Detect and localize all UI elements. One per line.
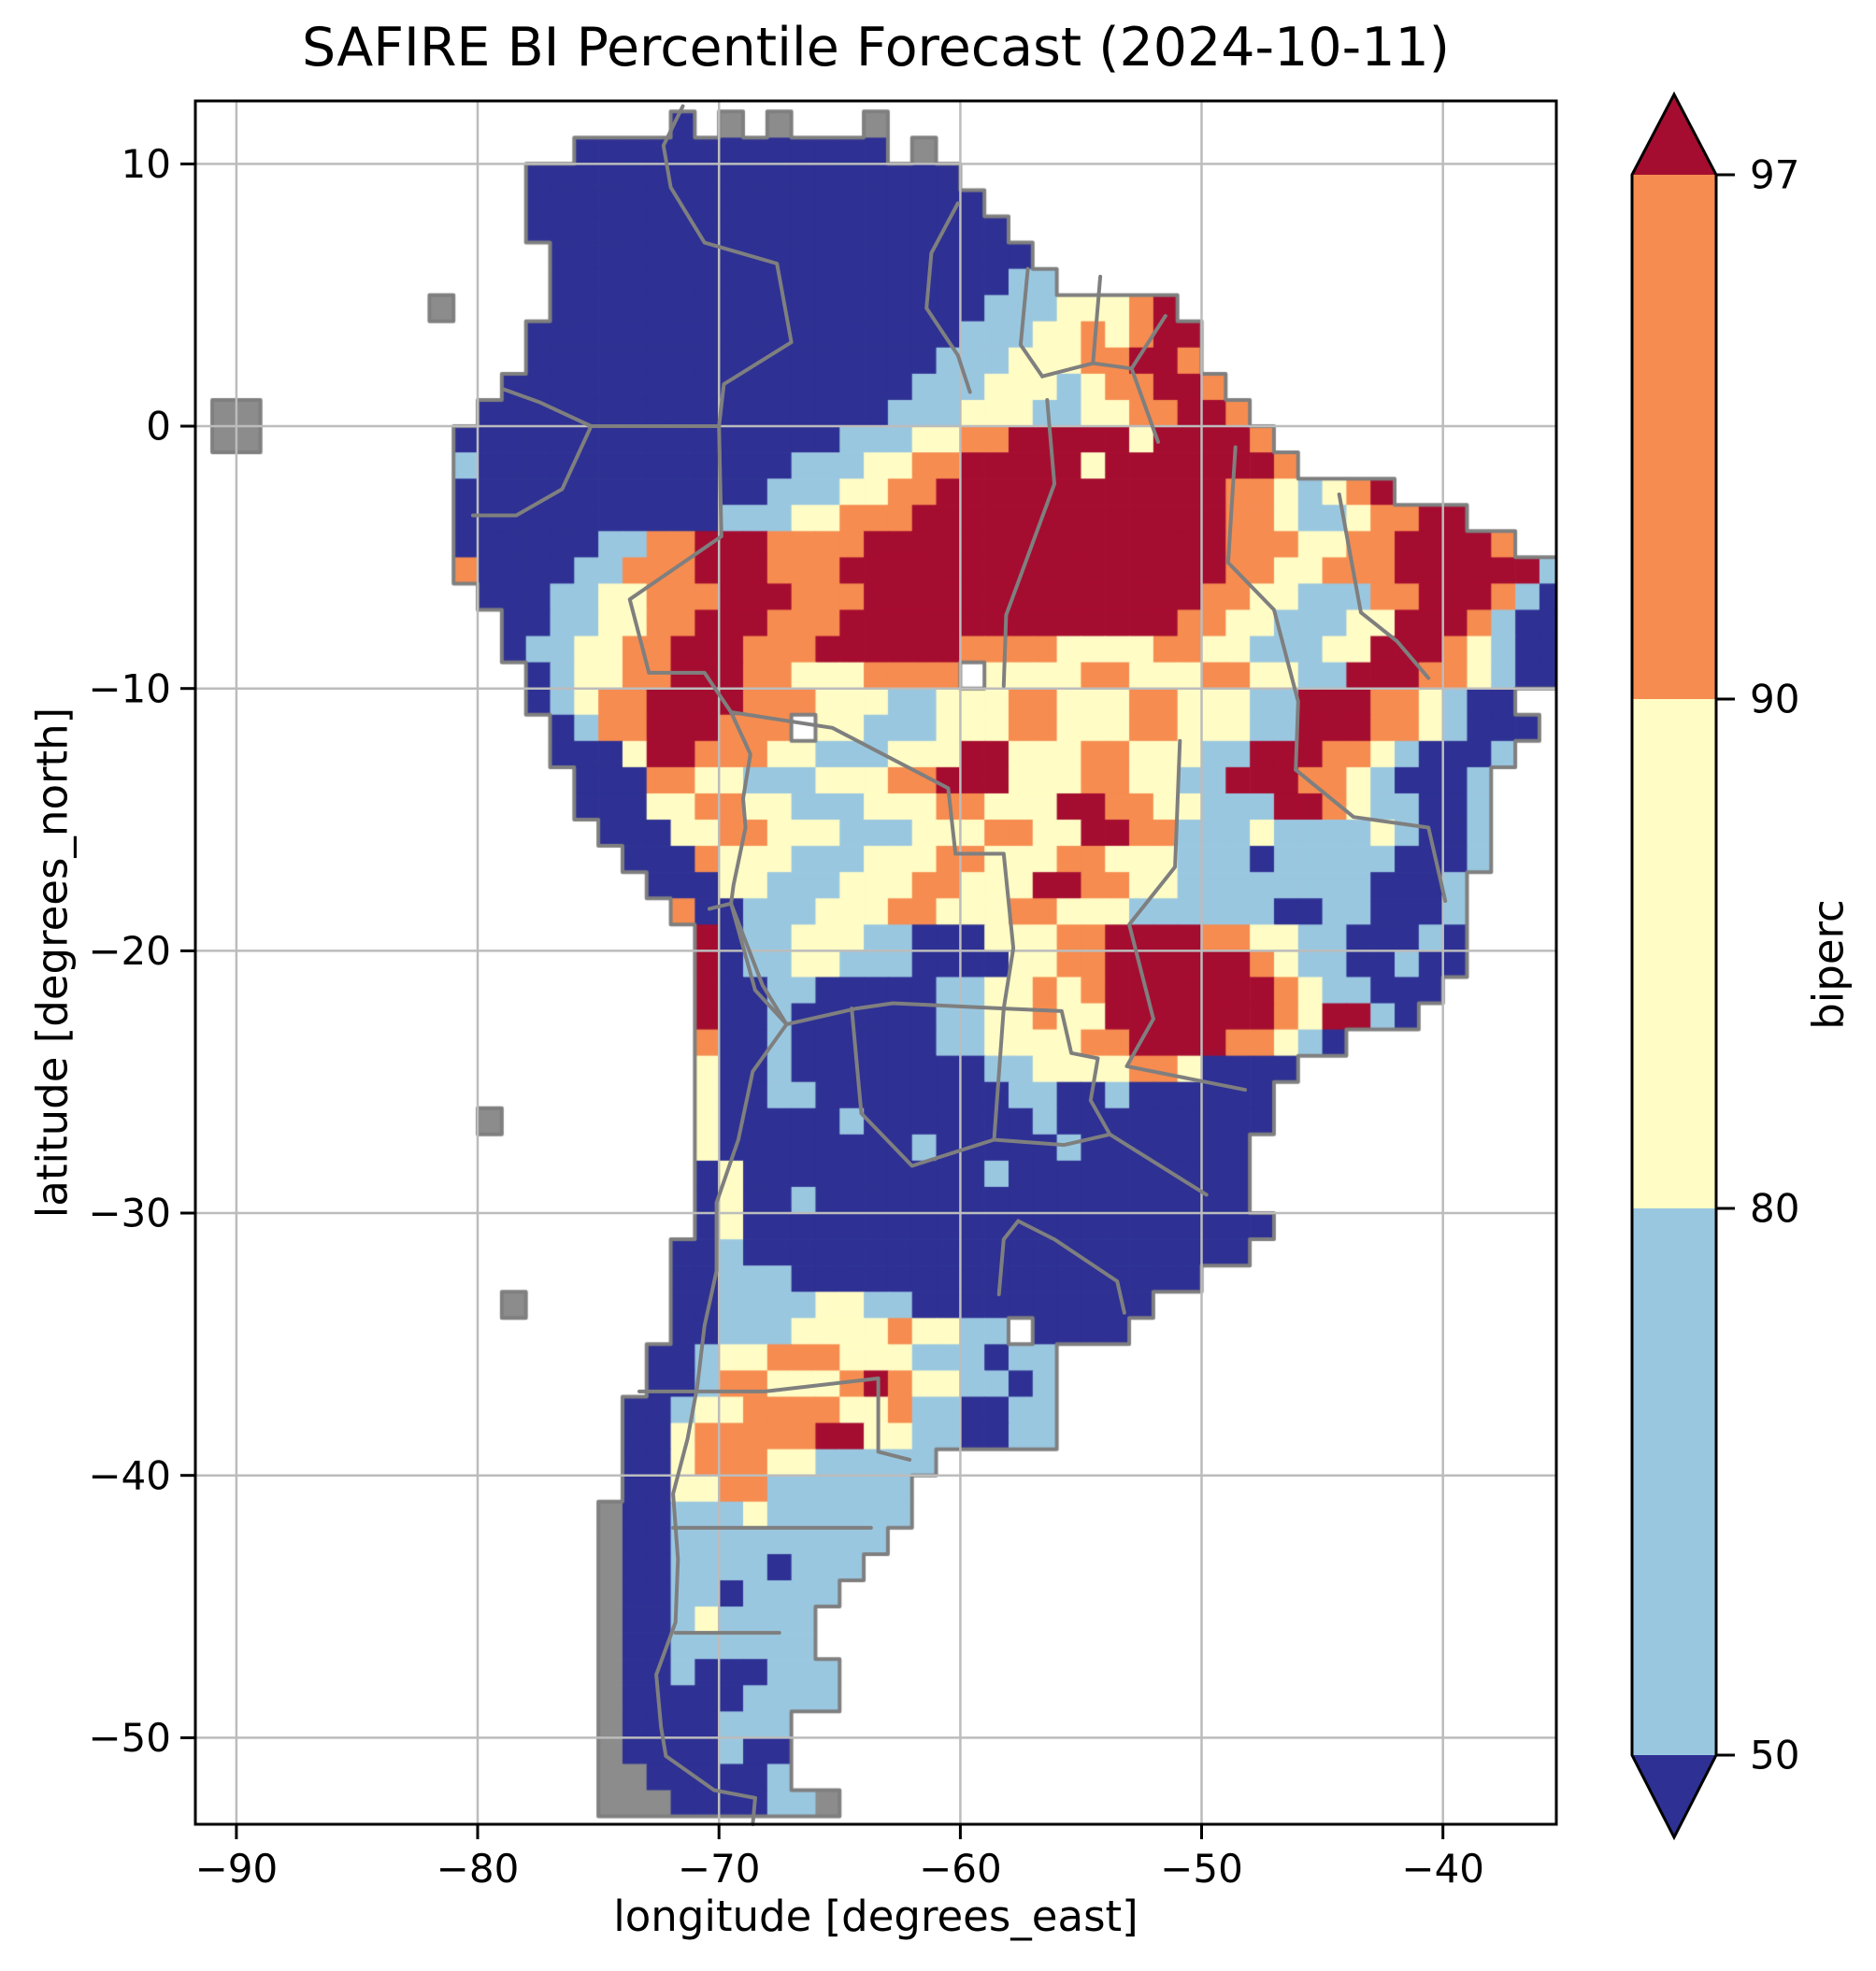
map-raster-canvas [195, 101, 1556, 1824]
admin-border [661, 104, 794, 428]
x-tick-label: −80 [437, 1846, 520, 1892]
admin-border [1016, 1219, 1126, 1315]
colorbar-tick-label: 80 [1750, 1186, 1799, 1232]
y-tick-label: −40 [88, 1452, 171, 1498]
admin-border [1018, 266, 1045, 378]
colorbar-label: biperc [1803, 899, 1854, 1030]
x-tick-label: −40 [1401, 1846, 1484, 1892]
x-axis-label: longitude [degrees_east] [613, 1892, 1138, 1941]
colorbar-tick-label: 97 [1750, 152, 1799, 198]
admin-border [729, 710, 1016, 1011]
admin-border [996, 1219, 1021, 1296]
y-tick-label: −20 [88, 928, 171, 974]
colorbar-under-arrow [1632, 1755, 1716, 1837]
admin-border [627, 424, 752, 906]
admin-border [992, 1007, 1112, 1148]
admin-border [1294, 767, 1448, 903]
admin-border [1091, 275, 1103, 365]
admin-border [751, 1795, 757, 1826]
admin-border [729, 901, 1006, 1026]
x-tick-label: −50 [1160, 1846, 1243, 1892]
admin-border [1127, 738, 1182, 1021]
admin-border [1124, 1017, 1247, 1093]
colorbar-over-arrow [1632, 94, 1716, 175]
colorbar-segment [1632, 699, 1716, 1208]
colorbar-segment [1632, 1208, 1716, 1755]
y-tick-label: 10 [122, 141, 171, 187]
admin-border [1001, 398, 1056, 688]
admin-border [502, 387, 722, 428]
colorbar-segment [1632, 175, 1716, 699]
x-tick-label: −90 [195, 1846, 279, 1892]
y-tick-label: −30 [88, 1191, 171, 1236]
admin-border [1129, 314, 1167, 444]
colorbar-tick-label: 50 [1750, 1733, 1799, 1778]
admin-border [470, 424, 594, 518]
admin-border [1108, 1132, 1209, 1197]
admin-border [1040, 361, 1134, 378]
admin-border [707, 901, 734, 911]
admin-border [1337, 493, 1431, 680]
admin-border [924, 201, 972, 394]
y-tick-label: −50 [88, 1715, 171, 1761]
x-tick-label: −60 [919, 1846, 1002, 1892]
y-tick-label: 0 [146, 404, 171, 450]
admin-border [1225, 445, 1300, 772]
y-tick-label: −10 [88, 665, 171, 711]
plot-spine [193, 99, 1558, 1826]
admin-border [850, 1007, 996, 1168]
y-axis-label: latitude [degrees_north] [27, 707, 78, 1219]
figure-title: SAFIRE BI Percentile Forecast (2024-10-1… [302, 17, 1450, 79]
x-tick-label: −70 [678, 1846, 761, 1892]
colorbar-tick-label: 90 [1750, 677, 1799, 722]
admin-border [637, 1376, 912, 1462]
admin-border [654, 901, 789, 1800]
